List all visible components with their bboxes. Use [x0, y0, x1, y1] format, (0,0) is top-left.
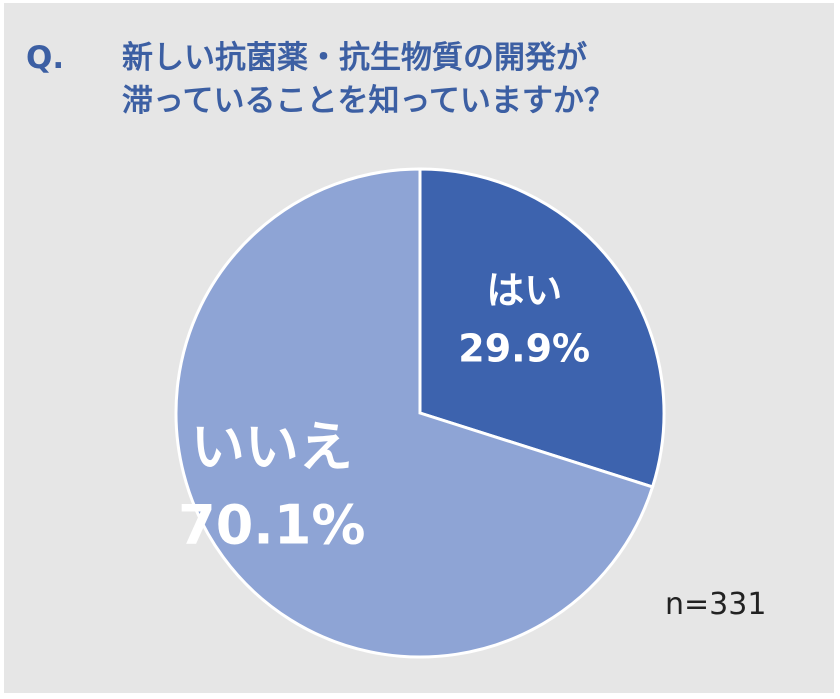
slice-value-1: 70.1%	[178, 493, 365, 556]
slice-label-0: はい	[486, 268, 562, 312]
question-title: Q. 新しい抗菌薬・抗生物質の開発が 滞っていることを知っていますか？	[26, 37, 615, 123]
sample-size-label: n=331	[665, 587, 767, 622]
slice-value-0: 29.9%	[458, 326, 590, 370]
question-prefix: Q.	[26, 40, 65, 76]
question-line-2: 滞っていることを知っていますか？	[122, 83, 615, 119]
slice-label-1: いいえ	[191, 415, 353, 478]
pie-slice-1	[174, 167, 655, 659]
question-line-1: 新しい抗菌薬・抗生物質の開発が	[122, 40, 587, 76]
pie-chart: はい 29.9% いいえ 70.1%	[174, 167, 666, 659]
chart-panel: Q. 新しい抗菌薬・抗生物質の開発が 滞っていることを知っていますか？ はい 29.…	[4, 3, 834, 693]
pie-slice-0	[418, 167, 666, 489]
